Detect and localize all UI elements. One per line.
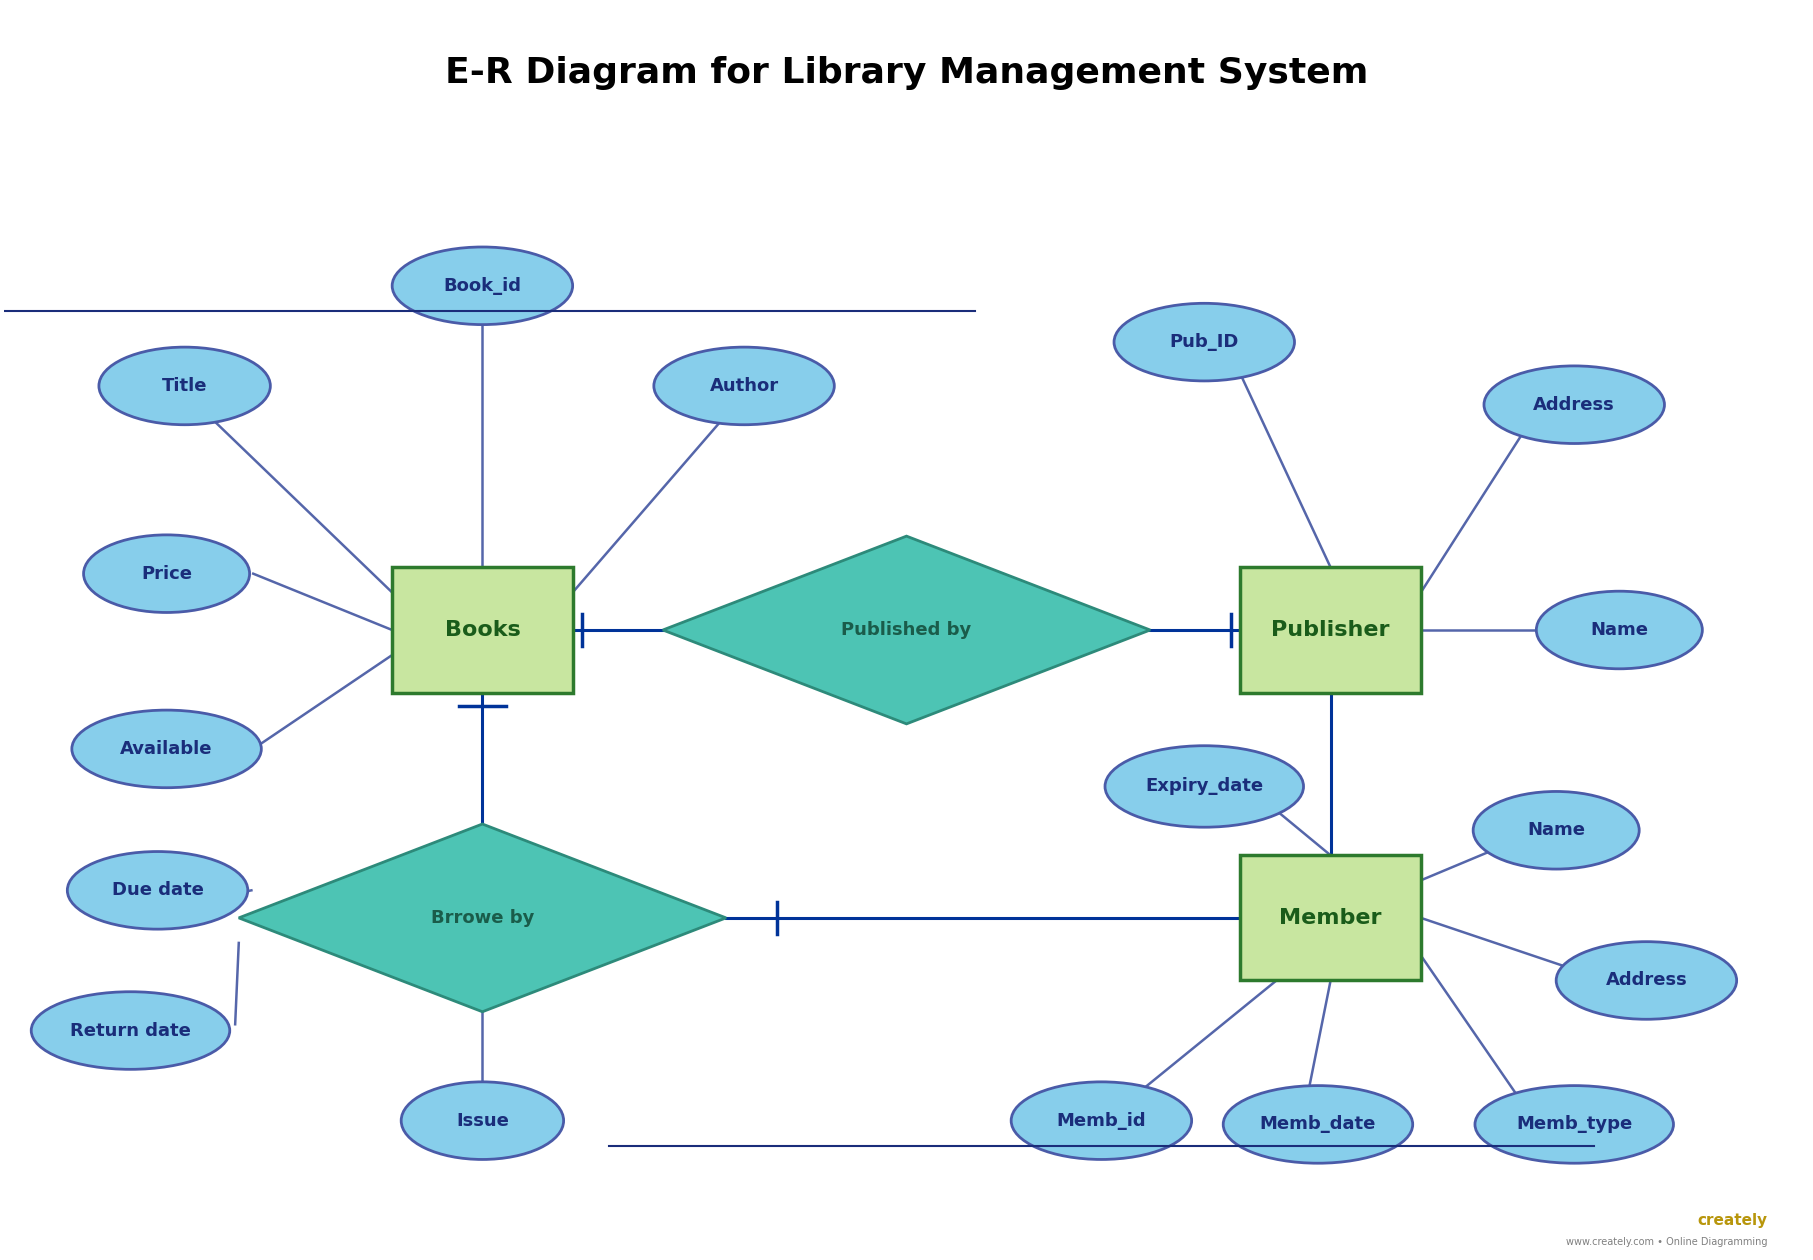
Text: E-R Diagram for Library Management System: E-R Diagram for Library Management Syste… [444,55,1369,89]
Ellipse shape [1476,1086,1673,1163]
Text: Return date: Return date [71,1022,190,1040]
Text: Title: Title [161,377,207,394]
Text: Books: Books [444,620,520,640]
Text: Name: Name [1590,621,1648,639]
Ellipse shape [1485,365,1664,444]
Ellipse shape [1224,1086,1412,1163]
Text: Due date: Due date [112,881,203,900]
Ellipse shape [1012,1082,1191,1159]
FancyBboxPatch shape [1240,856,1421,980]
FancyBboxPatch shape [392,567,573,693]
Text: Member: Member [1280,908,1382,927]
Text: Issue: Issue [455,1111,509,1130]
Text: Brrowe by: Brrowe by [431,908,535,927]
Polygon shape [239,824,725,1012]
Text: Name: Name [1527,822,1585,839]
Text: Memb_date: Memb_date [1260,1115,1376,1134]
Ellipse shape [73,711,261,788]
Text: Address: Address [1606,971,1688,989]
Ellipse shape [1113,304,1294,381]
Text: Pub_ID: Pub_ID [1169,333,1238,352]
Text: www.creately.com • Online Diagramming: www.creately.com • Online Diagramming [1566,1237,1768,1247]
Text: creately: creately [1697,1213,1768,1228]
Ellipse shape [83,536,250,612]
Text: Memb_id: Memb_id [1057,1111,1146,1130]
Text: Available: Available [120,740,212,759]
Ellipse shape [392,247,573,325]
Ellipse shape [654,346,834,425]
Text: Memb_type: Memb_type [1516,1115,1632,1134]
Text: Published by: Published by [841,621,972,639]
Ellipse shape [1474,791,1639,869]
Ellipse shape [67,852,248,929]
Ellipse shape [1104,746,1304,828]
Ellipse shape [31,992,230,1070]
Text: Author: Author [709,377,778,394]
Text: Publisher: Publisher [1271,620,1391,640]
Ellipse shape [1556,941,1737,1019]
Ellipse shape [1536,591,1702,669]
Text: Address: Address [1534,396,1615,413]
FancyBboxPatch shape [1240,567,1421,693]
Text: Expiry_date: Expiry_date [1146,777,1264,795]
Text: Price: Price [141,564,192,582]
Ellipse shape [401,1082,564,1159]
Polygon shape [664,536,1149,724]
Ellipse shape [100,346,270,425]
Text: Book_id: Book_id [444,277,522,295]
